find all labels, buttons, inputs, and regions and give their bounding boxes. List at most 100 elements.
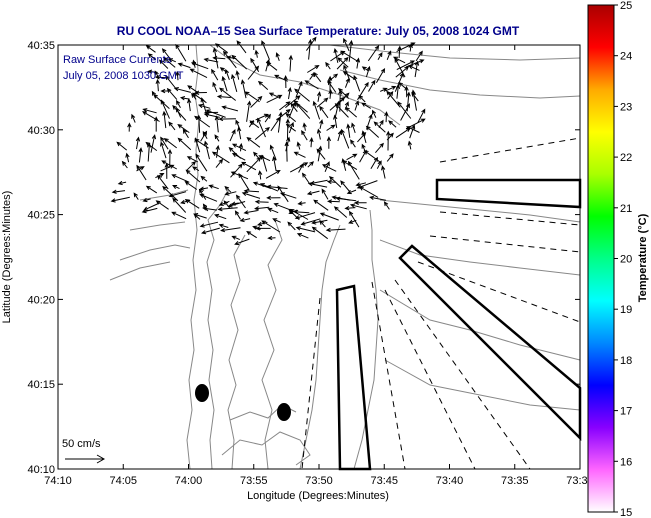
- current-vector: [154, 75, 167, 80]
- current-vector: [319, 219, 326, 228]
- plot-background: [58, 45, 580, 469]
- current-vector: [333, 206, 348, 218]
- current-vector: [288, 101, 296, 119]
- current-vector: [235, 70, 240, 80]
- current-vector: [296, 233, 309, 239]
- x-tick-label: 73:50: [305, 475, 333, 487]
- current-vector: [163, 138, 178, 149]
- x-axis-label: Longitude (Degrees:Minutes): [247, 490, 389, 502]
- current-vector: [344, 77, 350, 88]
- current-vector: [327, 199, 340, 204]
- current-vector: [302, 122, 307, 131]
- current-vector: [224, 185, 232, 193]
- current-vector: [199, 193, 218, 202]
- plot-area: Raw Surface Currents July 05, 2008 1030 …: [57, 36, 582, 471]
- current-vector: [161, 48, 172, 61]
- current-vector: [383, 201, 390, 210]
- y-tick-label: 40:20: [27, 294, 55, 306]
- coastal-inlets: [109, 189, 191, 281]
- current-vector: [266, 195, 281, 201]
- current-vector: [305, 36, 317, 51]
- current-vector: [212, 81, 218, 93]
- y-tick-label: 40:25: [27, 210, 55, 222]
- current-vector: [275, 52, 280, 61]
- current-vector: [368, 79, 376, 92]
- current-vector: [194, 90, 207, 95]
- current-vector: [307, 38, 313, 60]
- current-vector: [361, 130, 367, 144]
- current-vector: [200, 175, 208, 182]
- x-tick-label: 74:10: [44, 475, 72, 487]
- current-vector: [172, 105, 187, 121]
- current-vector: [284, 141, 289, 162]
- current-vector: [250, 95, 263, 108]
- current-vector: [385, 85, 397, 92]
- x-tick-label: 73:30: [566, 475, 594, 487]
- current-vector: [187, 85, 198, 93]
- current-vector: [168, 121, 176, 131]
- current-vector: [411, 89, 417, 111]
- buoy-markers: [195, 384, 291, 421]
- current-vector: [345, 106, 358, 118]
- current-vector: [319, 105, 329, 119]
- current-vector: [397, 45, 402, 59]
- current-vector: [337, 57, 349, 68]
- current-vector: [257, 170, 263, 180]
- current-vector: [306, 190, 320, 196]
- current-vector: [289, 208, 309, 220]
- current-vector: [285, 95, 301, 108]
- current-vector: [346, 153, 358, 161]
- current-vector: [353, 200, 367, 205]
- current-vector: [254, 126, 270, 140]
- coastline: [186, 44, 200, 470]
- current-vector: [220, 227, 241, 233]
- current-vector: [373, 121, 386, 133]
- x-tick-label: 73:45: [370, 475, 398, 487]
- y-tick-label: 40:10: [27, 464, 55, 476]
- current-vector: [203, 57, 219, 63]
- current-vector: [287, 221, 296, 231]
- current-vector: [162, 110, 167, 129]
- colorbar-tick-label: 21: [620, 203, 632, 215]
- current-vector: [138, 147, 143, 163]
- current-vector: [386, 50, 392, 60]
- contour-east-1: [379, 199, 581, 223]
- current-vector: [246, 156, 262, 173]
- current-vector: [353, 74, 361, 92]
- current-vector: [417, 108, 426, 123]
- current-vector: [309, 137, 314, 148]
- current-vector: [316, 148, 326, 160]
- current-vector: [296, 141, 301, 150]
- current-vector: [231, 54, 248, 70]
- contour-northeast: [339, 69, 581, 99]
- contour-20m: [227, 234, 246, 470]
- current-vector: [307, 161, 315, 168]
- current-vector: [216, 94, 231, 99]
- current-vector: [155, 78, 160, 92]
- current-vector: [150, 134, 157, 153]
- current-vector: [142, 111, 160, 122]
- current-vector: [277, 111, 283, 133]
- current-vector: [110, 196, 130, 203]
- current-vector: [177, 62, 191, 69]
- current-vector: [283, 75, 288, 89]
- current-vector: [155, 200, 169, 210]
- current-vector: [365, 65, 371, 78]
- current-vector: [287, 86, 292, 100]
- current-vector: [229, 129, 236, 142]
- current-vector: [295, 102, 311, 119]
- current-vector: [141, 207, 158, 214]
- current-vector: [223, 200, 231, 209]
- current-vector: [307, 182, 328, 188]
- current-vector: [340, 50, 360, 63]
- current-vector: [267, 235, 276, 241]
- current-vector: [142, 197, 151, 203]
- current-vector: [246, 137, 261, 148]
- current-vector: [319, 212, 339, 221]
- current-vector: [235, 194, 246, 209]
- current-vector: [177, 124, 190, 134]
- current-vector: [117, 180, 127, 186]
- colorbar-label: Temperature (°C): [637, 213, 649, 302]
- current-vector: [333, 114, 338, 128]
